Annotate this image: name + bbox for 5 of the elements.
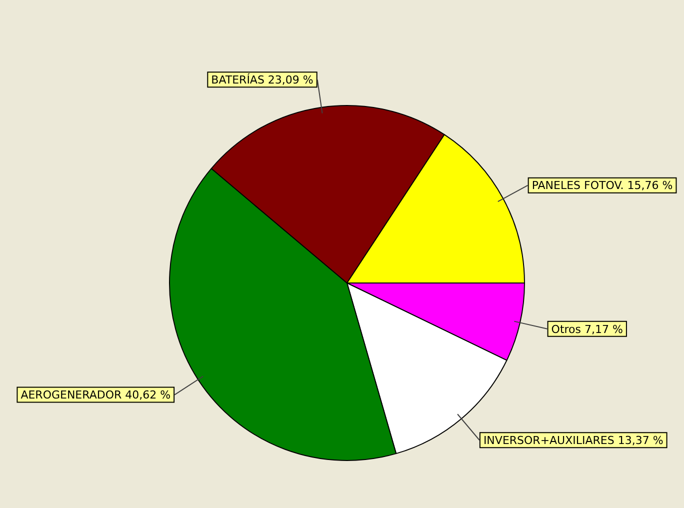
slice-label: AEROGENERADOR 40,62 % (20, 388, 171, 402)
slice-label: INVERSOR+AUXILIARES 13,37 % (483, 434, 664, 447)
slice-label: BATERÍAS 23,09 % (211, 72, 314, 87)
slice-label: Otros 7,17 % (551, 322, 623, 336)
slice-label: PANELES FOTOV. 15,76 % (532, 179, 673, 192)
